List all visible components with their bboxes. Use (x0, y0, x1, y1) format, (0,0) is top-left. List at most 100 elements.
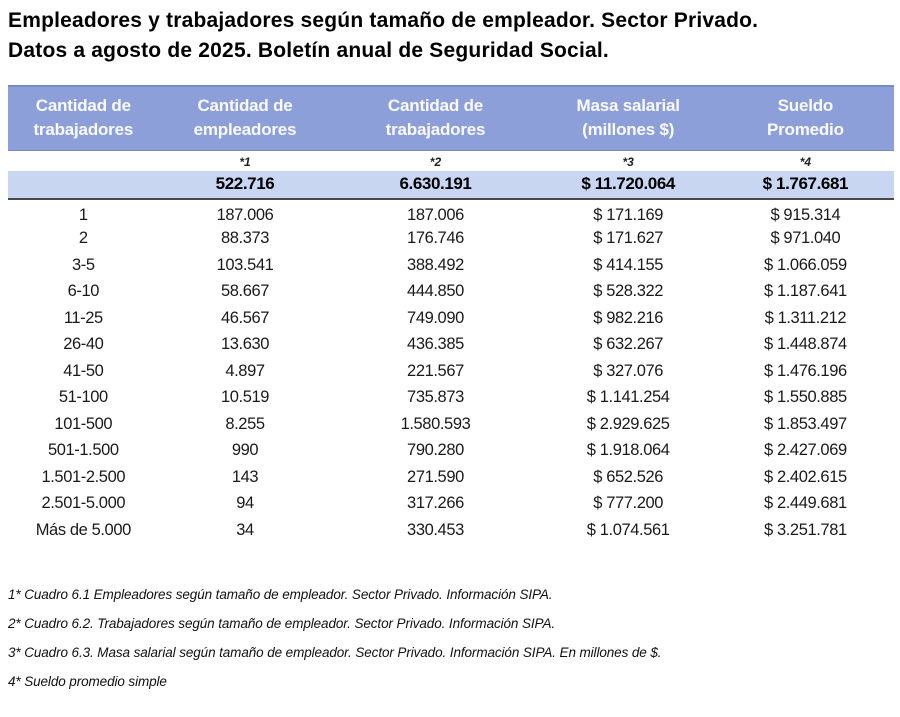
header-label: empleadores (193, 120, 297, 139)
header-label: Promedio (766, 120, 844, 139)
table-row: 51-100 10.519 735.873 $ 1.141.254 $ 1.550.88… (8, 385, 894, 412)
footnotes: 1* Cuadro 6.1 Empleadores según tamaño d… (8, 580, 892, 696)
table-cell: 58.667 (220, 282, 270, 301)
table-cell: $ 528.322 (593, 282, 664, 301)
table-row: 1.501-2.500 143 271.590 $ 652.526 $ 2.402.61… (8, 464, 894, 491)
table-cell: 6-10 (67, 282, 100, 301)
totals-empleadores: 522.716 (158, 171, 332, 200)
table-row: 41-50 4.897 221.567 $ 327.076 $ 1.476.196 (8, 358, 894, 385)
footnote-marker: *1 (158, 150, 332, 171)
totals-row: 522.716 6.630.191 $ 11.720.064 $ 1.767.6… (8, 171, 894, 200)
table-cell: $ 171.169 (593, 205, 664, 224)
table-row: 501-1.500 990 790.280 $ 1.918.064 $ 2.427.06… (8, 438, 894, 465)
header-label: trabajadores (385, 120, 486, 139)
table-cell: $ 971.040 (770, 229, 841, 248)
table-cell: 26-40 (63, 335, 104, 354)
header-label: Sueldo (777, 96, 834, 115)
table-cell: 13.630 (220, 335, 270, 354)
table-cell: 8.255 (225, 414, 265, 433)
column-header-trabajadores: Cantidad de trabajadores (331, 85, 540, 151)
table-cell: 990 (231, 441, 259, 460)
table-cell: 330.453 (407, 520, 464, 539)
table-cell: $ 2.449.681 (764, 494, 847, 513)
table-cell: 46.567 (220, 308, 270, 327)
table-cell: $ 327.076 (593, 361, 664, 380)
table-cell: $ 632.267 (593, 335, 664, 354)
table-cell: 34 (236, 520, 254, 539)
table-cell: 501-1.500 (47, 441, 119, 460)
table-cell: 10.519 (220, 388, 270, 407)
table-cell: 2 (78, 229, 88, 248)
table-cell: $ 1.141.254 (586, 388, 670, 407)
table-cell: 103.541 (216, 255, 274, 274)
totals-masa-salarial: $ 11.720.064 (539, 171, 717, 200)
table-cell: 271.590 (407, 467, 464, 486)
table-cell: 11-25 (63, 308, 103, 327)
totals-sueldo-promedio: $ 1.767.681 (716, 171, 894, 200)
table-row: 1 187.006 187.006 $ 171.169 $ 915.314 (8, 199, 894, 226)
table-cell: $ 915.314 (770, 205, 841, 224)
page-title: Empleadores y trabajadores según tamaño … (8, 6, 892, 66)
table-row: 2.501-5.000 94 317.266 $ 777.200 $ 2.449.681 (8, 491, 894, 518)
table-cell: $ 1.074.561 (586, 520, 670, 539)
footnote-marker (8, 150, 159, 171)
table-header-row: Cantidad de trabajadores Cantidad de emp… (8, 85, 894, 151)
header-label: Cantidad de (197, 96, 293, 115)
table-cell: 388.492 (407, 255, 464, 274)
table-cell: 749.090 (407, 308, 464, 327)
footnote-1: 1* Cuadro 6.1 Empleadores según tamaño d… (8, 586, 553, 602)
table-cell: 41-50 (63, 361, 104, 380)
footnote-marker-row: *1 *2 *3 *4 (8, 150, 894, 171)
totals-label (8, 171, 159, 200)
table-row: 3-5 103.541 388.492 $ 414.155 $ 1.066.059 (8, 252, 894, 279)
footnote-4: 4* Sueldo promedio simple (8, 673, 167, 689)
page-title-line2: Datos a agosto de 2025. Boletín anual de… (8, 39, 609, 62)
table-cell: 444.850 (407, 282, 464, 301)
column-header-sueldo-promedio: Sueldo Promedio (716, 85, 894, 151)
table-cell: 436.385 (407, 335, 464, 354)
column-header-trabajadores-rango: Cantidad de trabajadores (8, 85, 159, 151)
footnote-3: 3* Cuadro 6.3. Masa salarial según tamañ… (8, 644, 662, 660)
table-cell: $ 1.311.212 (764, 308, 847, 327)
table-cell: 187.006 (407, 205, 464, 224)
table-row: Más de 5.000 34 330.453 $ 1.074.561 $ 3.251.… (8, 517, 894, 544)
table-cell: $ 2.929.625 (586, 414, 670, 433)
table-cell: 94 (236, 494, 254, 513)
table-cell: 51-100 (58, 388, 108, 407)
table-cell: 187.006 (216, 205, 274, 224)
table-cell: $ 1.476.196 (764, 361, 847, 380)
totals-trabajadores: 6.630.191 (331, 171, 540, 200)
table-row: 101-500 8.255 1.580.593 $ 2.929.625 $ 1.853.… (8, 411, 894, 438)
column-header-empleadores: Cantidad de empleadores (158, 85, 332, 151)
table-cell: $ 3.251.781 (764, 520, 847, 539)
table-cell: 735.873 (407, 388, 464, 407)
table-cell: 3-5 (71, 255, 95, 274)
header-label: trabajadores (33, 120, 134, 139)
table-cell: $ 1.550.885 (764, 388, 847, 407)
table-cell: 1.501-2.500 (41, 467, 126, 486)
table-cell: 1.580.593 (400, 414, 471, 433)
data-table: Cantidad de trabajadores Cantidad de emp… (8, 85, 894, 544)
table-cell: $ 1.066.059 (764, 255, 847, 274)
table-cell: 88.373 (220, 229, 270, 248)
table-header: Cantidad de trabajadores Cantidad de emp… (8, 85, 894, 151)
table-cell: 2.501-5.000 (41, 494, 126, 513)
table-cell: Más de 5.000 (35, 520, 132, 539)
table-cell: $ 2.402.615 (764, 467, 847, 486)
header-label: Cantidad de (35, 96, 131, 115)
table-cell: $ 652.526 (593, 467, 664, 486)
table-row: 11-25 46.567 749.090 $ 982.216 $ 1.311.212 (8, 305, 894, 332)
table-cell: $ 1.853.497 (764, 414, 847, 433)
table-cell: 221.567 (407, 361, 464, 380)
table-cell: 1 (78, 205, 88, 224)
table-cell: $ 2.427.069 (764, 441, 847, 460)
table-cell: $ 171.627 (593, 229, 664, 248)
footnote-marker: *2 (331, 150, 540, 171)
table-row: 6-10 58.667 444.850 $ 528.322 $ 1.187.641 (8, 279, 894, 306)
table-cell: 176.746 (407, 229, 464, 248)
header-label: Cantidad de (387, 96, 484, 115)
table-cell: $ 414.155 (593, 255, 664, 274)
page-title-line1: Empleadores y trabajadores según tamaño … (8, 9, 759, 32)
footnote-marker: *3 (539, 150, 717, 171)
